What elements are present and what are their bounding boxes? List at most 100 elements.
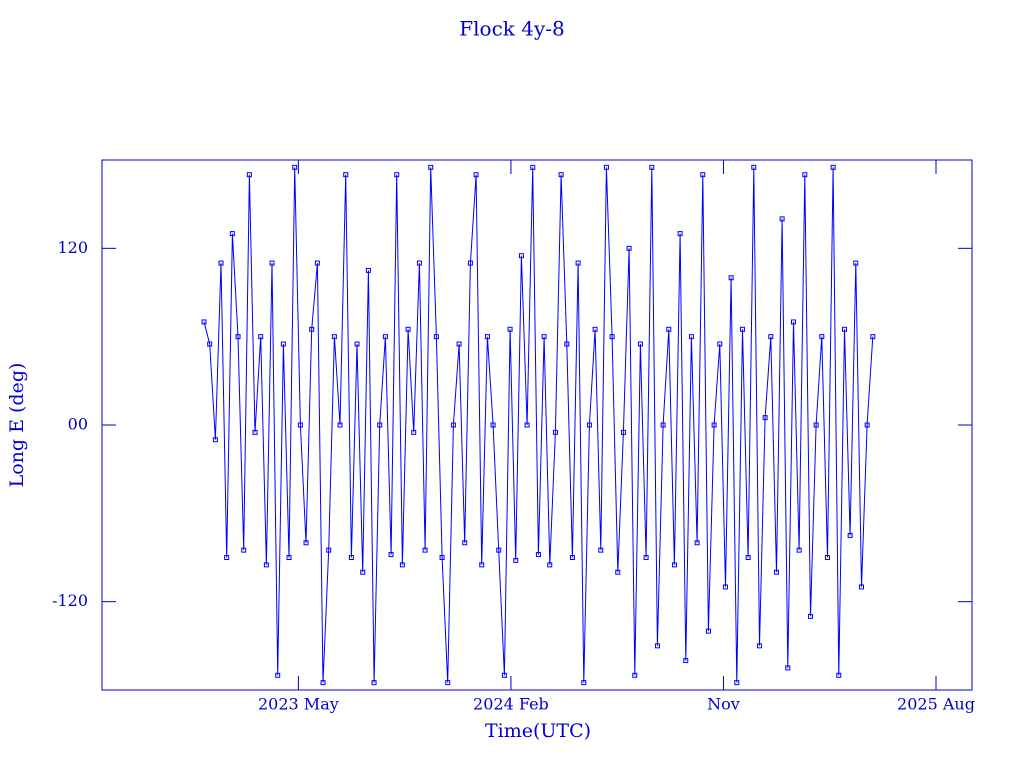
data-point [496,547,502,553]
x-tick-label: 2025 Aug [897,695,975,714]
data-point [762,415,768,421]
data-point [388,552,394,558]
data-point [603,164,609,170]
data-point [802,172,808,178]
data-point [479,562,485,568]
data-point [275,672,281,678]
data-point [734,680,740,686]
data-point [711,422,717,428]
data-point [263,562,269,568]
data-point [462,540,468,546]
data-point [354,341,360,347]
data-point [575,260,581,266]
data-point [473,172,479,178]
x-axis-label: Time(UTC) [485,720,591,742]
data-point [666,326,672,332]
data-point [416,260,422,266]
y-tick-label: 00 [68,415,88,434]
data-point [365,267,371,273]
data-point [201,319,207,325]
data-point [280,341,286,347]
data-point [467,260,473,266]
data-point [399,562,405,568]
data-point [683,658,689,664]
data-point [405,326,411,332]
data-point [705,628,711,634]
data-point [235,334,241,340]
data-point [547,562,553,568]
data-point [632,672,638,678]
data-point [297,422,303,428]
data-point [779,216,785,222]
data-point [524,422,530,428]
data-point [552,429,558,435]
data-point [229,231,235,237]
data-point [331,334,337,340]
data-point [609,334,615,340]
data-point [518,253,524,259]
chart-title: Flock 4y-8 [459,17,565,41]
data-point [768,334,774,340]
data-point [830,164,836,170]
data-point [870,334,876,340]
data-point [643,555,649,560]
data-point [513,557,519,563]
series-line [203,167,874,683]
data-point [841,326,847,332]
data-point [626,245,632,251]
data-point [433,334,439,340]
data-point [428,164,434,170]
x-tick-label: 2024 Feb [473,695,549,714]
data-point [586,422,592,428]
y-tick-label: -120 [52,591,88,610]
data-point [671,562,677,568]
data-point [501,672,507,678]
data-point [745,555,751,560]
data-point [212,437,218,443]
data-point [677,231,683,237]
data-point [790,319,796,325]
data-point [569,555,575,560]
data-point [320,680,326,686]
data-point [773,569,779,575]
data-point [541,334,547,340]
data-point [700,172,706,178]
data-point [824,555,830,560]
data-point [530,164,536,170]
data-point [218,260,224,266]
data-point [252,429,258,435]
data-point [292,164,298,170]
data-point [348,555,354,560]
data-point [286,555,292,560]
data-point [303,540,309,546]
data-point [246,172,252,178]
y-tick-label: 120 [57,238,88,257]
data-point [717,341,723,347]
data-point [360,569,366,575]
data-point [241,547,247,553]
data-point [739,326,745,332]
data-point [394,172,400,178]
x-tick-label: 2023 May [258,695,339,714]
data-point [258,334,264,340]
data-point [864,422,870,428]
data-point [581,680,587,686]
data-point [649,164,655,170]
data-point [371,680,377,686]
data-point [558,172,564,178]
x-tick-label: Nov [707,695,740,714]
data-point [535,552,541,558]
data-point [637,341,643,347]
data-point [456,341,462,347]
data-point [853,260,859,266]
y-axis-label: Long E (deg) [6,363,28,488]
data-point [836,672,842,678]
data-point [207,341,213,347]
data-point [411,429,417,435]
plot-area [201,164,876,686]
data-point [382,334,388,340]
data-point [309,326,315,332]
data-point [615,569,621,575]
data-point [847,532,853,538]
